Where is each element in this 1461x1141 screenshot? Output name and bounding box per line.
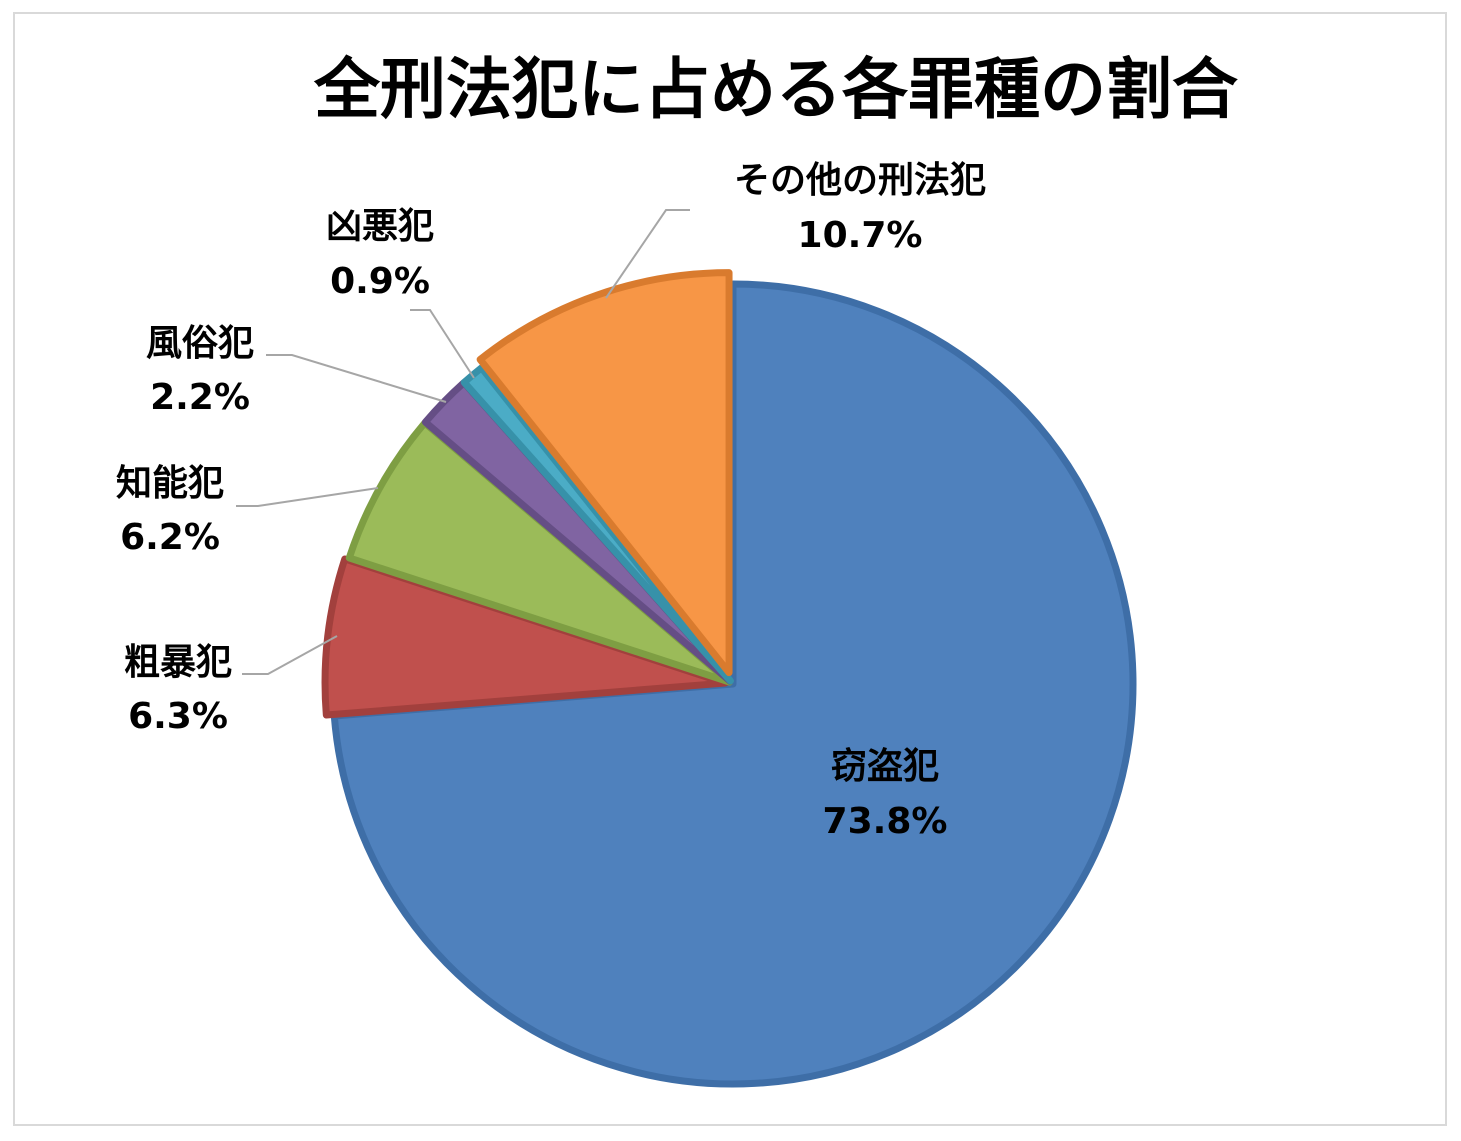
slice-name-label-4: 風俗犯 [146,323,254,364]
pie-slice-2 [321,555,729,719]
slice-name-label-3: 知能犯 [116,463,224,504]
leader-line-6 [605,209,690,299]
pie-slices [321,269,1137,1088]
slice-name-label-6: その他の刑法犯 [734,160,986,201]
data-labels: 窃盗犯 73.8% 粗暴犯 6.3% 知能犯 6.2% 風俗犯 2.2% 凶悪犯 0.9% その他の… [116,160,986,842]
slice-name-label-2: 粗暴犯 [124,642,232,683]
slice-value-label-5: 0.9% [330,261,430,302]
chart-title: 全刑法犯に占める各罪種の割合 [313,51,1238,128]
pie-slice-6 [476,269,733,677]
leader-line-5 [410,309,475,379]
pie-slice-3 [345,419,734,686]
pie-slice-1 [330,280,1137,1088]
slice-value-label-6: 10.7% [798,215,923,256]
slice-value-label-4: 2.2% [150,377,250,418]
leader-line-4 [266,354,447,403]
slice-value-label-2: 6.3% [128,696,228,737]
leader-lines [236,209,690,675]
slice-name-label-1: 窃盗犯 [831,746,939,787]
leader-line-2 [242,635,338,675]
slice-name-label-5: 凶悪犯 [326,206,434,247]
slice-value-label-3: 6.2% [120,517,220,558]
slice-value-label-1: 73.8% [823,801,948,842]
leader-line-3 [236,487,379,507]
